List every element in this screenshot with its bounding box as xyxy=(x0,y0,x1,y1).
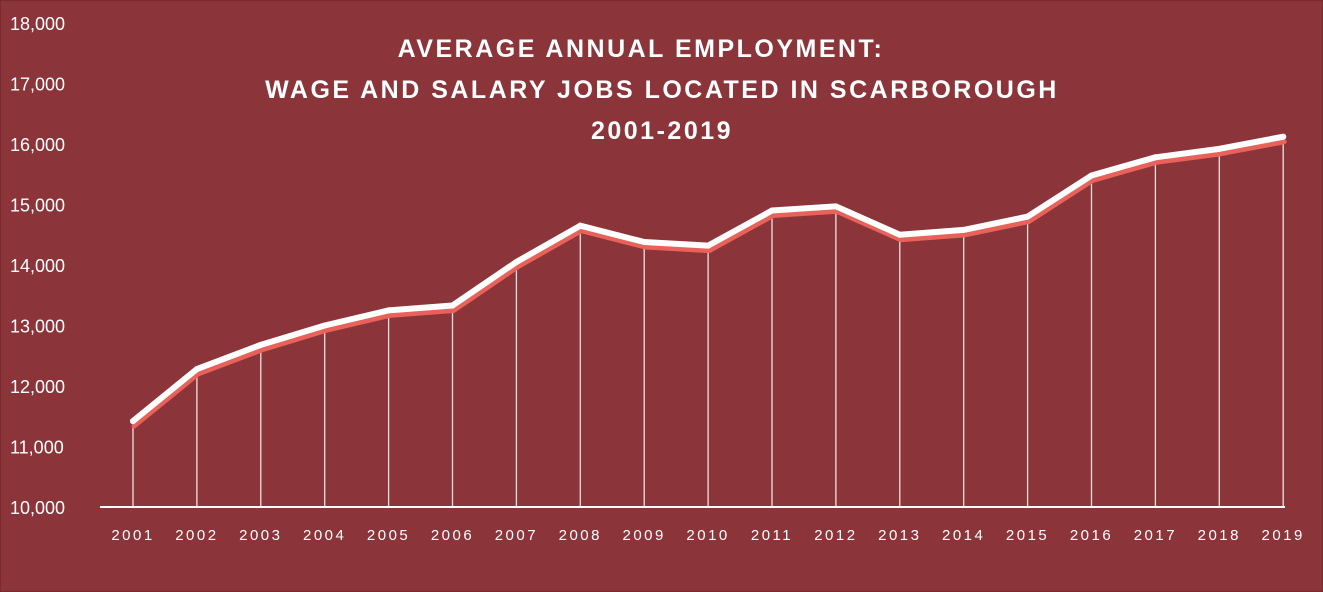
data-point xyxy=(1088,172,1095,179)
data-point xyxy=(896,231,903,238)
data-point xyxy=(130,418,136,425)
x-tick-label: 2005 xyxy=(367,527,410,544)
x-axis: 2001 2002 2003 2004 2005 2006 2007 2008 2009 2010… xyxy=(111,527,1305,544)
data-point xyxy=(960,226,967,233)
y-tick-label: 14,000 xyxy=(10,256,65,276)
x-tick-label: 2017 xyxy=(1134,527,1177,544)
x-tick-label: 2004 xyxy=(303,527,346,544)
data-point xyxy=(641,239,648,246)
series-line-shadow xyxy=(131,139,1287,429)
x-tick-label: 2016 xyxy=(1070,527,1113,544)
chart-title: AVERAGE ANNUAL EMPLOYMENT: WAGE AND SALA… xyxy=(265,35,1059,145)
y-tick-label: 17,000 xyxy=(10,75,65,95)
data-point xyxy=(1280,133,1287,140)
y-tick-label: 15,000 xyxy=(10,196,65,216)
data-point xyxy=(193,366,200,373)
x-tick-label: 2018 xyxy=(1198,527,1241,544)
chart-title-line-3: 2001-2019 xyxy=(591,117,733,145)
y-tick-label: 18,000 xyxy=(10,14,65,34)
data-point xyxy=(385,307,392,314)
chart-title-line-2: WAGE AND SALARY JOBS LOCATED IN SCARBORO… xyxy=(265,76,1059,104)
series-line-group xyxy=(130,133,1287,429)
x-tick-label: 2019 xyxy=(1262,527,1305,544)
data-point xyxy=(705,242,712,249)
x-tick-label: 2008 xyxy=(559,527,602,544)
data-point xyxy=(1216,145,1223,152)
data-point xyxy=(449,302,456,309)
data-point xyxy=(1024,213,1031,220)
y-tick-label: 12,000 xyxy=(10,377,65,397)
data-point xyxy=(1152,154,1159,161)
x-tick-label: 2009 xyxy=(623,527,666,544)
y-tick-label: 10,000 xyxy=(10,498,65,518)
x-tick-label: 2001 xyxy=(111,527,154,544)
y-tick-label: 11,000 xyxy=(10,438,64,458)
y-axis: 10,000 11,000 12,000 13,000 14,000 15,000 16,0… xyxy=(10,14,65,518)
chart-title-line-1: AVERAGE ANNUAL EMPLOYMENT: xyxy=(398,35,885,63)
x-tick-label: 2007 xyxy=(495,527,538,544)
y-tick-label: 16,000 xyxy=(10,135,65,155)
x-tick-label: 2014 xyxy=(942,527,985,544)
data-point xyxy=(513,258,520,265)
x-tick-label: 2003 xyxy=(239,527,282,544)
data-point xyxy=(257,341,264,348)
x-tick-label: 2010 xyxy=(686,527,729,544)
x-tick-label: 2011 xyxy=(751,527,793,544)
data-point xyxy=(769,207,775,214)
drop-lines xyxy=(132,136,1284,507)
data-point xyxy=(577,222,584,229)
x-tick-label: 2013 xyxy=(878,527,921,544)
x-tick-label: 2006 xyxy=(431,527,474,544)
data-point xyxy=(832,203,839,210)
data-point xyxy=(321,322,328,329)
y-tick-label: 13,000 xyxy=(10,317,65,337)
x-tick-label: 2002 xyxy=(175,527,218,544)
x-tick-label: 2015 xyxy=(1006,527,1049,544)
x-tick-label: 2012 xyxy=(814,527,857,544)
